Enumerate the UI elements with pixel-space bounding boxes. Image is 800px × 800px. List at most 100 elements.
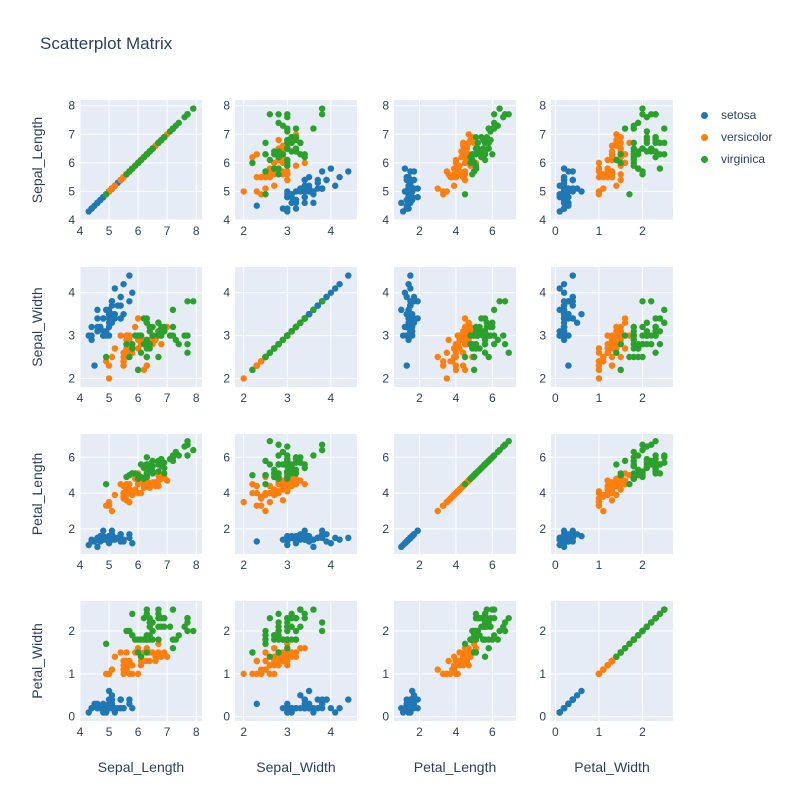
point-setosa: [556, 285, 563, 292]
point-virginica: [143, 353, 151, 361]
point-versicolor: [249, 489, 256, 497]
x-tick-label: 4: [453, 224, 460, 238]
point-setosa: [403, 362, 410, 369]
point-virginica: [643, 464, 651, 472]
point-virginica: [500, 332, 507, 339]
point-virginica: [301, 464, 308, 472]
point-setosa: [336, 704, 343, 712]
point-virginica: [461, 353, 469, 361]
point-versicolor: [279, 484, 287, 491]
point-versicolor: [117, 332, 124, 339]
point-virginica: [175, 632, 182, 639]
point-virginica: [102, 191, 110, 198]
point-virginica: [102, 353, 110, 361]
point-virginica: [275, 649, 282, 656]
point-virginica: [271, 165, 278, 172]
point-virginica: [648, 148, 655, 155]
point-versicolor: [439, 502, 447, 509]
point-setosa: [94, 199, 101, 207]
point-setosa: [345, 272, 352, 279]
point-versicolor: [108, 353, 116, 361]
point-setosa: [129, 289, 136, 296]
point-setosa: [305, 700, 313, 708]
point-versicolor: [621, 315, 629, 322]
point-virginica: [485, 332, 492, 339]
point-virginica: [262, 353, 269, 361]
point-versicolor: [617, 171, 624, 178]
point-virginica: [318, 446, 326, 454]
x-tick-label: 4: [328, 725, 335, 739]
point-versicolor: [240, 670, 247, 678]
point-setosa: [292, 199, 300, 207]
point-virginica: [481, 653, 489, 660]
point-setosa: [114, 704, 121, 712]
y-tick-label: 1: [68, 667, 75, 681]
point-versicolor: [445, 657, 452, 665]
point-virginica: [634, 345, 642, 352]
point-versicolor: [459, 362, 467, 369]
point-virginica: [661, 139, 668, 147]
point-virginica: [288, 328, 295, 335]
point-virginica: [501, 619, 509, 626]
point-setosa: [345, 696, 352, 703]
point-virginica: [490, 332, 498, 339]
point-versicolor: [108, 507, 116, 515]
legend-item-setosa[interactable]: setosa: [695, 104, 772, 126]
point-virginica: [505, 614, 512, 622]
x-axis-title-petal-length: Petal_Length: [414, 759, 497, 775]
point-versicolor: [126, 498, 133, 506]
y-tick-label: 7: [223, 127, 230, 141]
point-versicolor: [617, 328, 624, 335]
point-setosa: [405, 188, 412, 195]
point-versicolor: [447, 670, 454, 678]
point-virginica: [480, 636, 487, 643]
point-setosa: [297, 536, 304, 543]
point-versicolor: [595, 173, 603, 181]
legend-item-virginica[interactable]: virginica: [695, 148, 772, 170]
point-virginica: [496, 298, 503, 305]
x-tick-label: 2: [639, 224, 646, 238]
point-virginica: [275, 340, 282, 348]
point-versicolor: [284, 653, 291, 660]
point-virginica: [284, 457, 291, 465]
point-virginica: [166, 623, 174, 630]
point-versicolor: [158, 340, 165, 348]
x-tick-label: 8: [193, 558, 200, 572]
point-virginica: [155, 353, 162, 361]
point-virginica: [249, 649, 256, 656]
x-tick-label: 4: [453, 391, 460, 405]
legend[interactable]: setosa versicolor virginica: [695, 104, 772, 170]
point-virginica: [652, 139, 659, 147]
point-virginica: [474, 145, 481, 152]
point-versicolor: [600, 507, 607, 515]
point-versicolor: [461, 315, 469, 322]
x-tick-label: 4: [77, 725, 84, 739]
point-virginica: [478, 133, 485, 141]
point-versicolor: [463, 653, 471, 660]
point-setosa: [105, 536, 113, 543]
point-virginica: [123, 473, 130, 481]
point-setosa: [405, 193, 412, 201]
point-versicolor: [266, 498, 274, 506]
point-setosa: [560, 199, 568, 207]
y-axis-title-sepal-width: Sepal_Width: [29, 287, 45, 366]
point-virginica: [661, 606, 668, 613]
point-virginica: [634, 151, 642, 158]
point-virginica: [297, 319, 304, 326]
point-versicolor: [608, 353, 616, 361]
point-virginica: [297, 139, 304, 147]
point-setosa: [301, 527, 308, 534]
point-setosa: [301, 199, 308, 207]
point-setosa: [409, 687, 416, 695]
point-virginica: [266, 156, 274, 164]
legend-item-versicolor[interactable]: versicolor: [695, 126, 772, 148]
point-setosa: [318, 168, 326, 175]
point-versicolor: [143, 362, 151, 369]
legend-label-versicolor: versicolor: [721, 130, 773, 144]
point-virginica: [292, 125, 300, 132]
point-virginica: [478, 614, 485, 622]
point-virginica: [501, 111, 509, 118]
point-setosa: [318, 185, 326, 192]
point-virginica: [155, 332, 162, 339]
